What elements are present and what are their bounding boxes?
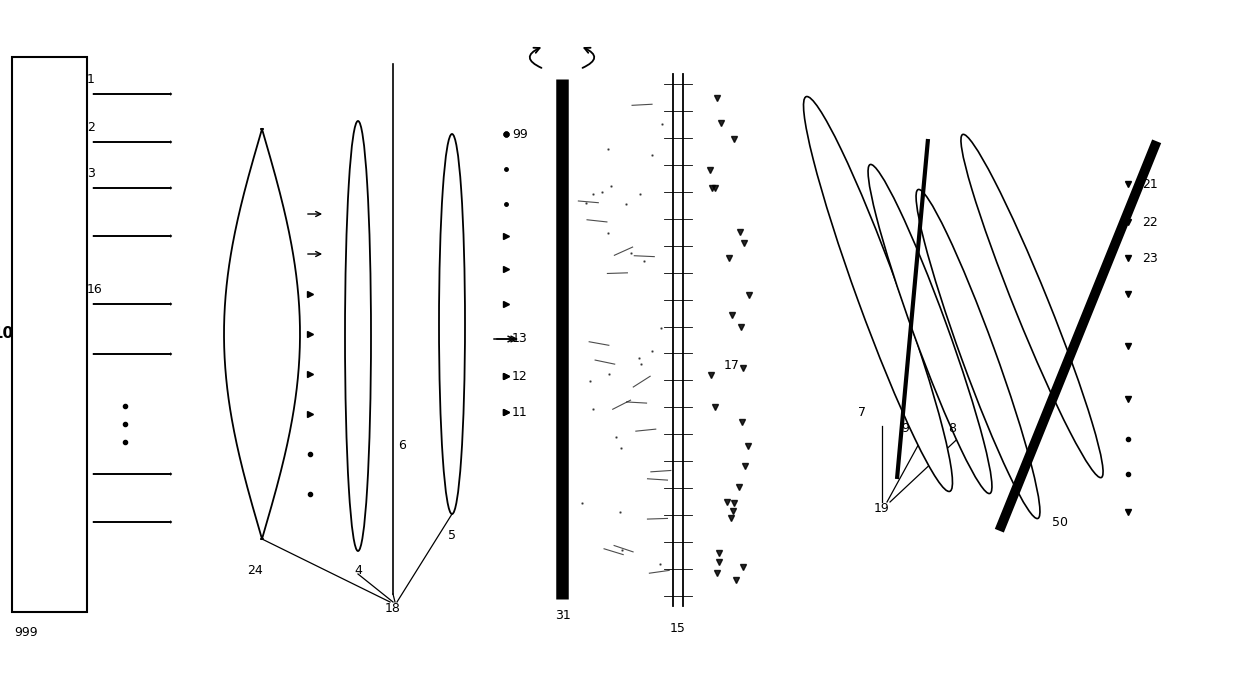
Text: 31: 31 — [556, 609, 570, 622]
Text: 9: 9 — [901, 422, 909, 435]
Ellipse shape — [804, 96, 952, 492]
Text: 24: 24 — [247, 564, 263, 577]
Text: 22: 22 — [1142, 215, 1158, 228]
Ellipse shape — [345, 121, 371, 551]
Text: 99: 99 — [512, 127, 528, 140]
Text: 23: 23 — [1142, 252, 1158, 265]
Text: 16: 16 — [87, 283, 103, 296]
Text: 7: 7 — [858, 406, 866, 419]
Text: 6: 6 — [398, 439, 405, 452]
Text: 12: 12 — [512, 369, 528, 382]
Text: 2: 2 — [87, 121, 95, 134]
Text: 3: 3 — [87, 167, 95, 180]
Text: 18: 18 — [386, 602, 401, 615]
Text: 999: 999 — [14, 625, 37, 638]
Text: 50: 50 — [1052, 516, 1068, 529]
Text: 9999: 9999 — [1018, 302, 1049, 315]
Text: 15: 15 — [670, 622, 686, 635]
Text: 8: 8 — [949, 422, 956, 435]
Bar — [12, 57, 87, 612]
Text: 21: 21 — [1142, 178, 1158, 191]
Text: 4: 4 — [355, 564, 362, 577]
Text: 1: 1 — [87, 73, 95, 86]
Ellipse shape — [916, 189, 1040, 518]
Text: 19: 19 — [874, 502, 890, 515]
Text: 5: 5 — [448, 529, 456, 542]
Ellipse shape — [961, 134, 1104, 477]
Text: 17: 17 — [724, 359, 740, 372]
Ellipse shape — [868, 164, 992, 494]
Text: 11: 11 — [512, 406, 528, 419]
Text: 13: 13 — [512, 332, 528, 345]
Ellipse shape — [439, 134, 465, 514]
Text: 10: 10 — [0, 326, 14, 341]
